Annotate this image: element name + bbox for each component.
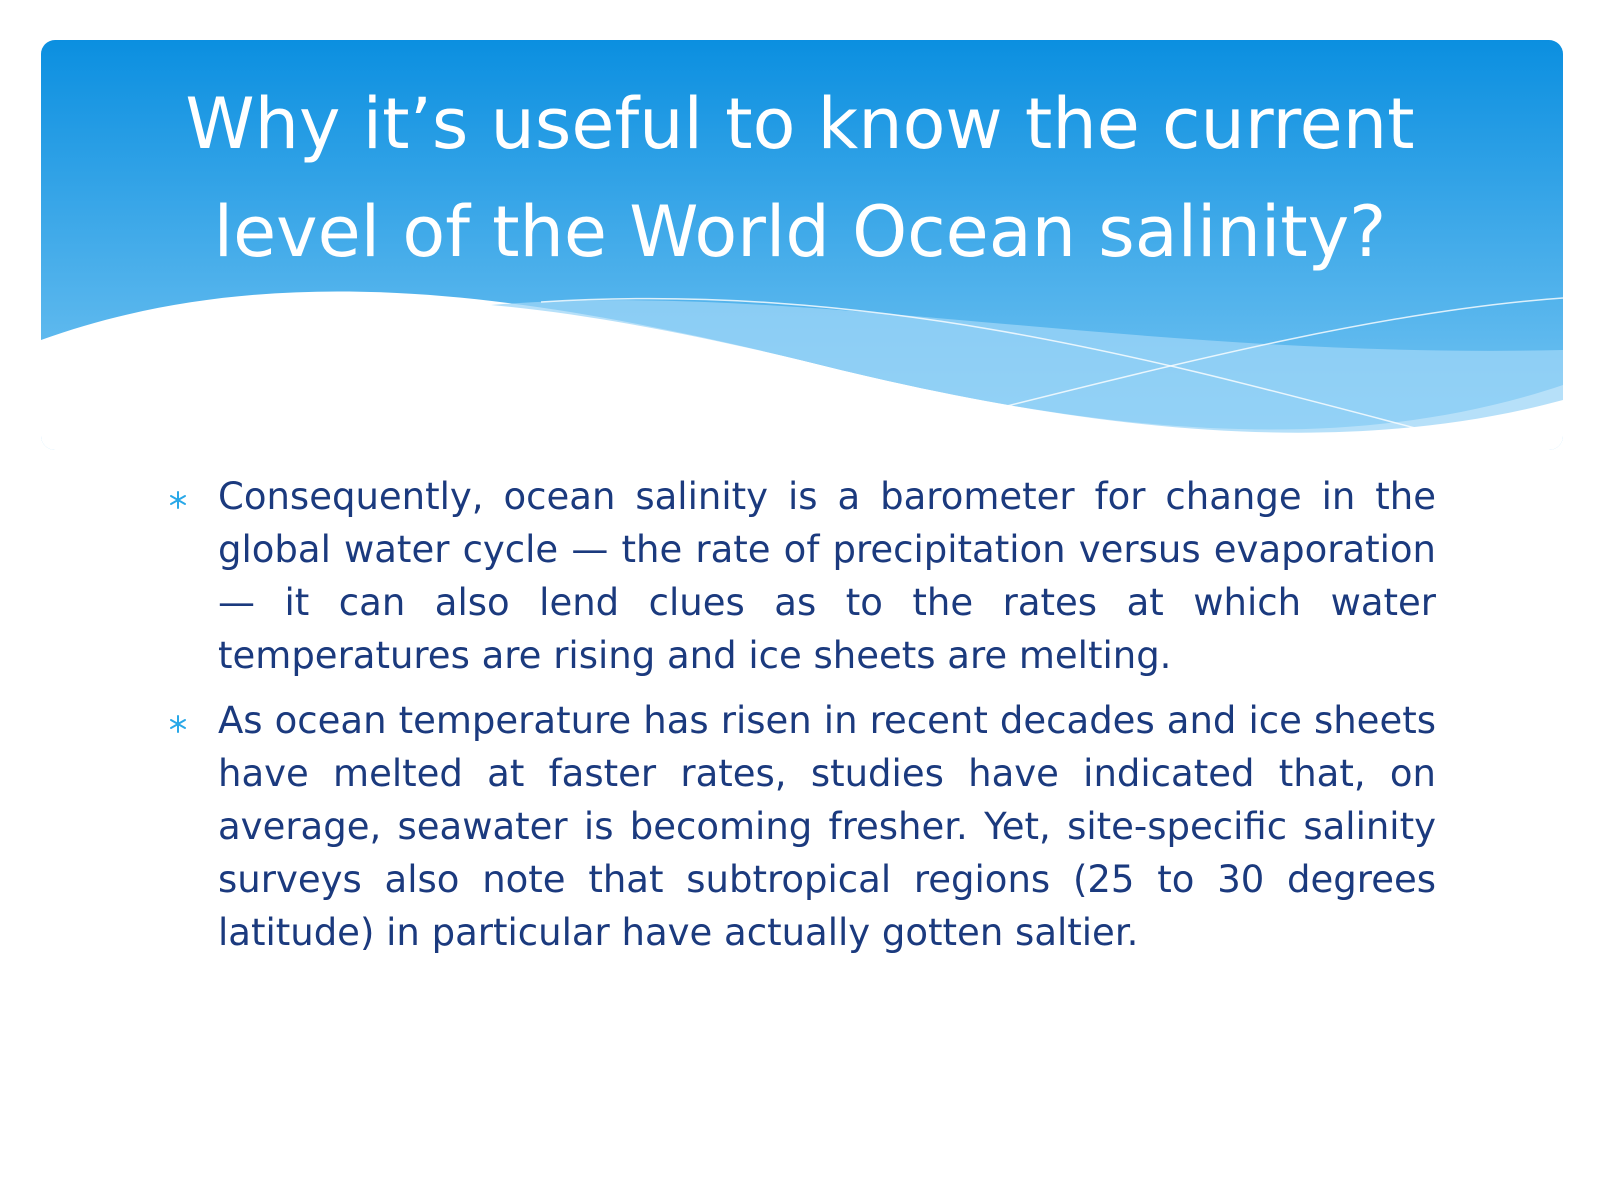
bullet-item: As ocean temperature has risen in recent… [168, 694, 1436, 959]
bullet-icon [170, 715, 186, 733]
bullet-list: Consequently, ocean salinity is a barome… [168, 470, 1436, 971]
bullet-text: Consequently, ocean salinity is a barome… [218, 475, 1436, 677]
bullet-item: Consequently, ocean salinity is a barome… [168, 470, 1436, 682]
slide-title: Why it’s useful to know the current leve… [185, 83, 1415, 273]
bullet-text: As ocean temperature has risen in recent… [218, 699, 1436, 954]
bullet-icon [170, 491, 186, 509]
header-banner [41, 40, 1563, 450]
